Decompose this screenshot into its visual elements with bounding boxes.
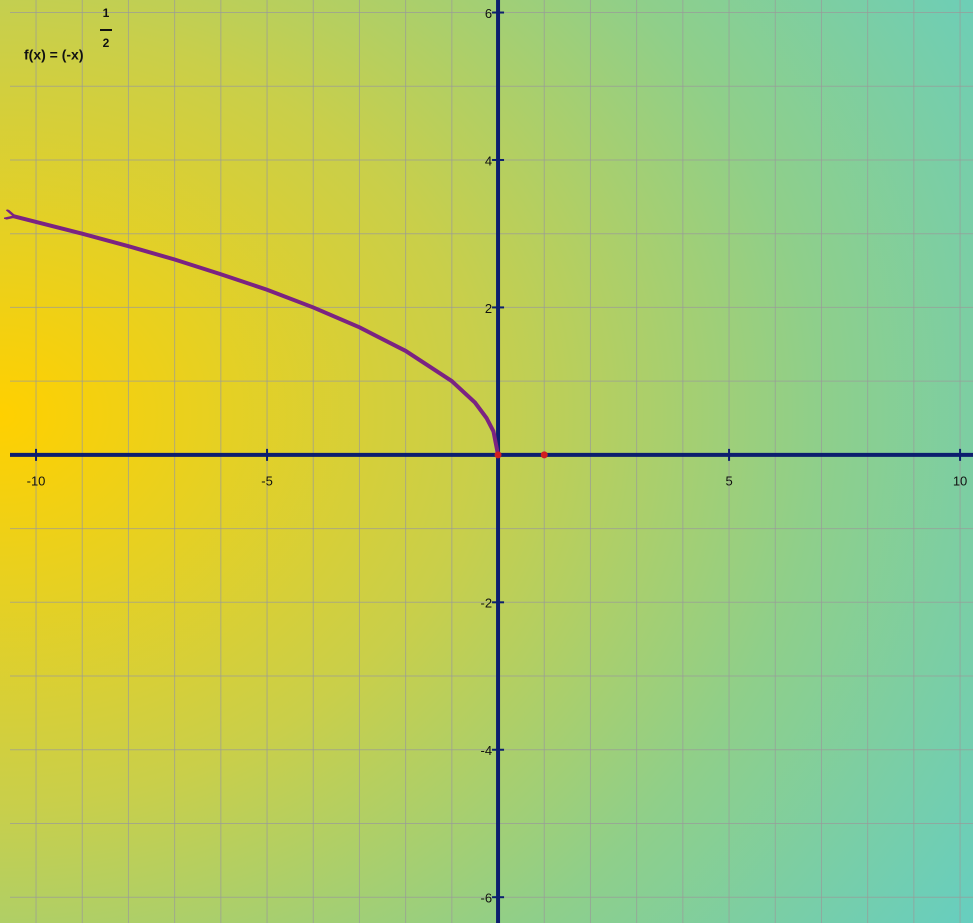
y-tick-label: 6 [485,6,492,21]
curve [13,216,501,456]
x-tick-label: 5 [725,473,732,488]
marks [13,216,548,459]
y-tick-label: 2 [485,301,492,316]
formula-denominator: 2 [103,36,110,50]
y-tick-label: -2 [480,596,492,611]
point [494,451,502,459]
axes: -10 -5 5 10 -6 -4 -2 2 4 6 [10,0,973,923]
point [540,451,548,459]
y-tick-label: -6 [480,891,492,906]
y-tick-label: 4 [485,153,492,168]
x-tick-label: -10 [27,473,46,488]
x-tick-label: -5 [261,473,273,488]
labels: f(x) = (-x) 1 2 [24,6,112,63]
formula: f(x) = (-x) [24,47,84,63]
formula-numerator: 1 [103,6,110,20]
y-tick-label: -4 [480,743,492,758]
x-tick-label: 10 [953,473,967,488]
grid [10,0,973,923]
